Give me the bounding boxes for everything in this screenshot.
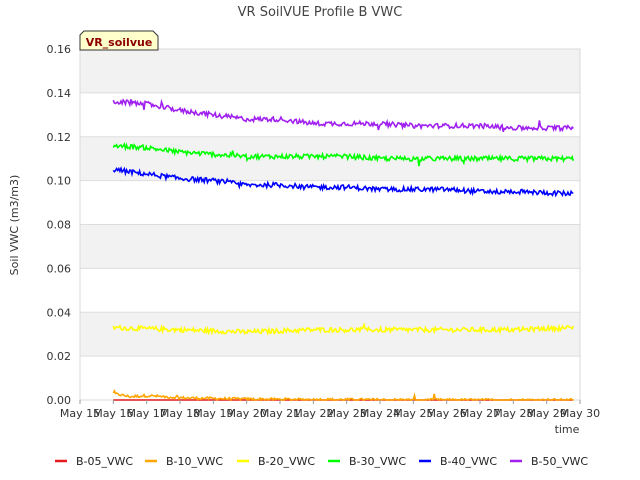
x-tick-label: May 20 xyxy=(227,407,267,420)
x-tick-label: May 21 xyxy=(260,407,300,420)
plot-band xyxy=(80,92,580,137)
y-tick-label: 0.12 xyxy=(47,131,72,144)
x-tick-label: May 23 xyxy=(327,407,367,420)
series-line-B-10_VWC xyxy=(112,389,574,402)
y-tick-label: 0.14 xyxy=(47,87,72,100)
x-tick-label: May 25 xyxy=(393,407,433,420)
x-tick-label: May 24 xyxy=(360,407,400,420)
x-tick-label: May 28 xyxy=(493,407,533,420)
site-badge-box xyxy=(79,30,159,51)
x-tick-label: May 26 xyxy=(427,407,467,420)
site-badge-label: VR_soilvue xyxy=(86,36,153,49)
x-tick-label: May 15 xyxy=(60,407,100,420)
y-tick-label: 0.00 xyxy=(47,394,72,407)
x-tick-label: May 17 xyxy=(127,407,167,420)
legend-label: B-50_VWC xyxy=(531,455,588,468)
x-axis-label: time xyxy=(555,423,580,436)
series-layer xyxy=(112,98,575,402)
series-line-B-50_VWC xyxy=(112,98,574,133)
site-badge: VR_soilvue xyxy=(79,30,159,51)
x-tick-label: May 18 xyxy=(160,407,200,420)
y-axis-label: Soil VWC (m3/m3) xyxy=(8,175,21,276)
plot-bands xyxy=(80,49,580,400)
series-line-B-40_VWC xyxy=(112,165,574,198)
plot-band xyxy=(80,224,580,269)
y-tick-label: 0.16 xyxy=(47,43,72,56)
plot-band xyxy=(80,356,580,400)
y-tick-label: 0.10 xyxy=(47,175,72,188)
x-tick-label: May 27 xyxy=(460,407,500,420)
x-tick-label: May 29 xyxy=(527,407,567,420)
y-axis-ticks: 0.00 0.02 0.04 0.06 0.08 0.10 0.12 0.14 0.16 xyxy=(47,43,72,407)
x-tick-label: May 16 xyxy=(93,407,133,420)
y-tick-label: 0.06 xyxy=(47,262,72,275)
series-line-B-30_VWC xyxy=(112,141,575,167)
series-line-B-20_VWC xyxy=(112,322,575,336)
plot-band xyxy=(80,136,580,181)
plot-band xyxy=(80,49,580,93)
x-tick-label: May 30 xyxy=(560,407,600,420)
legend-label: B-30_VWC xyxy=(349,455,406,468)
chart-title: VR SoilVUE Profile B VWC xyxy=(238,5,403,20)
plot-band xyxy=(80,312,580,357)
y-tick-label: 0.04 xyxy=(47,306,72,319)
y-tick-label: 0.08 xyxy=(47,219,72,232)
x-tick-label: May 22 xyxy=(293,407,333,420)
legend-label: B-20_VWC xyxy=(258,455,315,468)
y-tick-label: 0.02 xyxy=(47,350,72,363)
legend-label: B-40_VWC xyxy=(440,455,497,468)
legend: B-05_VWC B-10_VWC B-20_VWC B-30_VWC B-40_VWC… xyxy=(55,455,588,468)
legend-label: B-05_VWC xyxy=(76,455,133,468)
x-tick-label: May 19 xyxy=(193,407,233,420)
plot-band xyxy=(80,268,580,313)
legend-label: B-10_VWC xyxy=(166,455,223,468)
